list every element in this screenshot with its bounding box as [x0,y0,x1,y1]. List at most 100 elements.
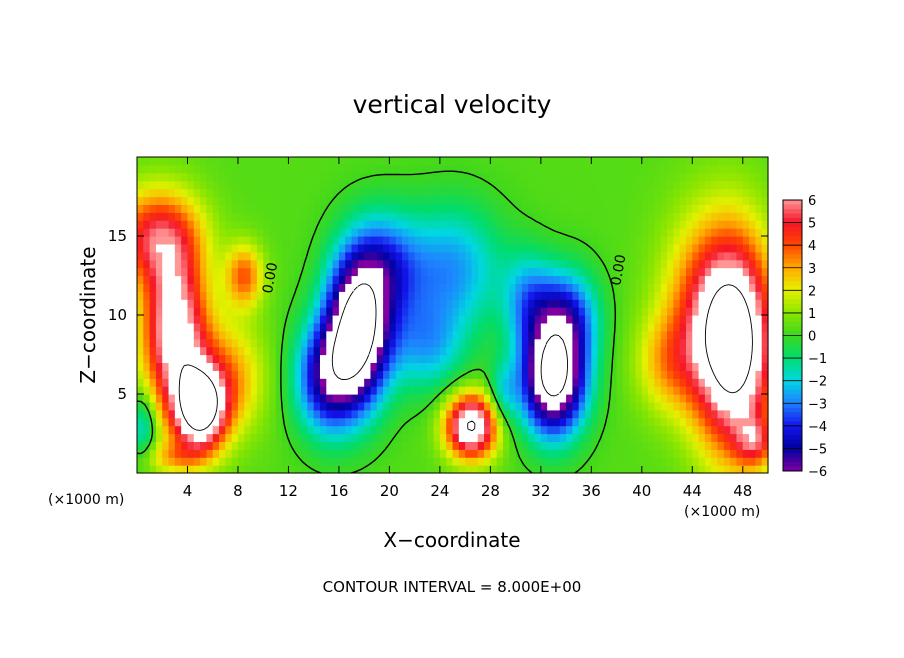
heatmap-cell [200,164,208,174]
heatmap-cell [452,401,460,411]
heatmap-cell [149,228,157,237]
heatmap-cell [395,243,403,253]
heatmap-cell [679,362,687,371]
heatmap-cell [603,196,611,205]
heatmap-cell [597,157,605,166]
heatmap-cell [408,315,416,324]
heatmap-cell [616,441,624,450]
heatmap-cell [149,236,157,245]
heatmap-cell [654,441,662,450]
heatmap-cell [452,441,460,450]
heatmap-cell [275,386,283,395]
heatmap-cell [162,409,170,419]
heatmap-cell [654,236,662,245]
heatmap-cell [704,330,712,340]
heatmap-cell [408,251,416,261]
heatmap-cell [471,291,479,300]
heatmap-cell [193,330,201,340]
heatmap-cell [427,465,435,474]
heatmap-cell [685,425,693,435]
heatmap-cell [137,157,144,166]
heatmap-cell [162,180,170,190]
heatmap-cell [685,330,693,340]
heatmap-cell [231,291,239,300]
heatmap-cell [389,275,397,284]
heatmap-cell [490,204,498,213]
heatmap-cell [622,338,630,348]
heatmap-cell [515,212,523,221]
heatmap-cell [578,409,586,419]
heatmap-cell [679,236,687,245]
heatmap-cell [389,251,397,261]
heatmap-cell [143,401,151,411]
heatmap-cell [294,204,302,213]
heatmap-cell [269,465,277,474]
heatmap-cell [723,315,731,324]
heatmap-cell [452,425,460,435]
heatmap-cell [326,433,334,442]
heatmap-cell [269,188,277,198]
heatmap-cell [502,188,510,198]
heatmap-cell [490,441,498,450]
heatmap-cell [244,401,252,411]
heatmap-cell [427,164,435,174]
heatmap-cell [616,417,624,427]
heatmap-cell [685,417,693,427]
heatmap-cell [402,283,409,292]
heatmap-cell [206,228,214,237]
heatmap-cell [162,425,170,435]
heatmap-cell [143,228,151,237]
heatmap-cell [427,338,435,348]
heatmap-cell [332,449,340,458]
heatmap-cell [269,401,277,411]
heatmap-cell [547,394,555,403]
heatmap-cell [465,362,473,371]
heatmap-cell [490,449,498,458]
heatmap-cell [654,417,662,427]
heatmap-cell [212,251,220,261]
heatmap-cell [597,425,605,435]
heatmap-cell [578,307,586,316]
heatmap-cell [345,322,353,332]
heatmap-cell [673,267,681,277]
heatmap-cell [162,354,170,363]
heatmap-cell [200,236,208,245]
heatmap-cell [376,362,384,371]
heatmap-cell [439,338,447,348]
heatmap-cell [641,378,649,387]
heatmap-cell [275,275,283,284]
heatmap-cell [723,330,731,340]
heatmap-cell [730,322,738,332]
heatmap-cell [319,259,327,269]
heatmap-cell [433,386,441,395]
heatmap-cell [471,157,479,166]
heatmap-cell [730,180,738,190]
heatmap-cell [376,275,384,284]
heatmap-cell [263,346,271,356]
contour-labels: 0.00 0.00 [260,253,629,294]
heatmap-cell [641,449,649,458]
heatmap-cell [307,157,315,166]
heatmap-cell [490,172,498,182]
heatmap-cell [181,417,189,427]
heatmap-cell [326,354,334,363]
heatmap-cell [641,315,649,324]
heatmap-cell [402,251,409,261]
heatmap-cell [364,283,372,292]
heatmap-cell [704,267,712,277]
heatmap-cell [149,441,157,450]
heatmap-cell [332,291,340,300]
heatmap-cell [402,394,409,403]
heatmap-cell [471,220,479,229]
heatmap-cell [433,307,441,316]
heatmap-cell [547,157,555,166]
heatmap-cell [553,409,561,419]
heatmap-cell [181,378,189,387]
heatmap-cell [402,433,409,442]
heatmap-cell [578,299,586,308]
heatmap-cell [528,283,536,292]
heatmap-cell [225,212,233,221]
heatmap-cell [477,338,485,348]
heatmap-cell [534,441,542,450]
heatmap-cell [660,457,668,466]
